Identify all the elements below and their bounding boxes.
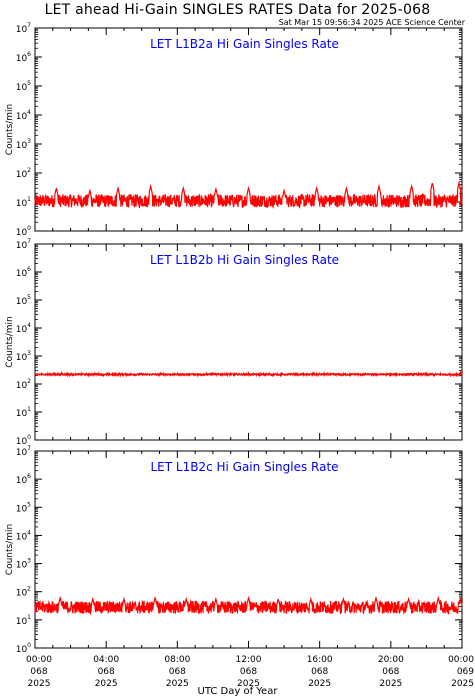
y-tick-label: 107: [16, 22, 31, 35]
y-axis-label: Counts/min: [5, 316, 15, 367]
y-tick-label: 107: [16, 238, 31, 251]
y-tick-label: 105: [16, 501, 31, 514]
y-tick-label: 106: [16, 266, 31, 279]
y-tick-label: 107: [16, 445, 31, 458]
y-tick-label: 103: [16, 138, 31, 151]
x-tick-label: 068: [240, 667, 257, 677]
y-tick-label: 101: [16, 196, 31, 209]
y-tick-label: 104: [16, 322, 31, 335]
y-tick-label: 100: [16, 642, 31, 655]
y-tick-label: 105: [16, 80, 31, 93]
x-tick-label: 068: [311, 667, 328, 677]
panel-1-series-line: [34, 180, 463, 210]
y-tick-label: 101: [16, 614, 31, 627]
panel-1-frame: [34, 27, 463, 232]
y-tick-label: 100: [16, 434, 31, 447]
generated-timestamp: Sat Mar 15 09:56:34 2025 ACE Science Cen…: [278, 18, 465, 27]
y-tick-label: 102: [16, 586, 31, 599]
x-tick-label: 00:00: [26, 655, 52, 665]
x-tick-label: 12:00: [236, 655, 262, 665]
x-tick-label: 00:00: [448, 655, 474, 665]
y-tick-label: 105: [16, 294, 31, 307]
x-tick-label: 04:00: [93, 655, 119, 665]
y-tick-label: 104: [16, 529, 31, 542]
y-tick-label: 102: [16, 167, 31, 180]
panel-2-series-line: [34, 370, 463, 378]
y-axis-label: Counts/min: [5, 104, 15, 155]
x-tick-label: 068: [382, 667, 399, 677]
x-tick-label: 08:00: [164, 655, 190, 665]
x-axis-title: UTC Day of Year: [197, 686, 278, 697]
y-axis-label: Counts/min: [5, 524, 15, 575]
panel-2-frame: [34, 243, 463, 441]
y-tick-label: 103: [16, 558, 31, 571]
x-tick-label: 069: [457, 667, 474, 677]
panel-title: LET L1B2a Hi Gain Singles Rate: [150, 37, 339, 51]
y-tick-label: 102: [16, 378, 31, 391]
panel-title: LET L1B2b Hi Gain Singles Rate: [150, 253, 339, 267]
y-tick-label: 106: [16, 51, 31, 64]
y-tick-label: 101: [16, 406, 31, 419]
panel-3-frame: [34, 450, 463, 649]
panel-3-series-line: [34, 595, 463, 616]
y-tick-label: 106: [16, 473, 31, 486]
chart-main-title: LET ahead Hi-Gain SINGLES RATES Data for…: [44, 2, 431, 18]
y-tick-label: 104: [16, 109, 31, 122]
x-tick-label: 16:00: [307, 655, 333, 665]
y-tick-label: 100: [16, 225, 31, 238]
x-tick-label: 068: [98, 667, 115, 677]
panel-title: LET L1B2c Hi Gain Singles Rate: [150, 460, 338, 474]
x-tick-label: 20:00: [378, 655, 404, 665]
x-tick-label: 068: [30, 667, 47, 677]
y-tick-label: 103: [16, 350, 31, 363]
x-tick-label: 068: [169, 667, 186, 677]
